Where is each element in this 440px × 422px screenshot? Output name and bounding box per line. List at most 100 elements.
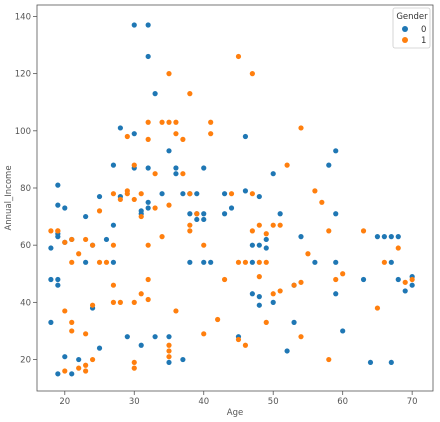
- legend-marker-1: [402, 37, 408, 43]
- data-point-gender-0: [138, 208, 144, 214]
- data-point-gender-1: [263, 259, 269, 265]
- x-tick-label: 70: [407, 397, 418, 407]
- data-point-gender-0: [263, 245, 269, 251]
- data-point-gender-1: [228, 191, 235, 197]
- data-point-gender-0: [76, 356, 82, 363]
- data-point-gender-0: [117, 125, 123, 131]
- data-point-gender-0: [270, 171, 276, 177]
- data-point-gender-0: [166, 148, 172, 154]
- data-point-gender-0: [145, 199, 151, 205]
- data-point-gender-1: [62, 239, 68, 245]
- data-point-gender-0: [55, 182, 61, 188]
- data-point-gender-0: [242, 188, 249, 194]
- y-axis-label: Annual_Income: [4, 165, 14, 230]
- data-point-gender-1: [62, 368, 68, 374]
- data-point-gender-0: [131, 22, 137, 28]
- x-tick-label: 20: [59, 397, 70, 407]
- data-point-gender-1: [69, 236, 75, 243]
- data-point-gender-0: [201, 259, 207, 265]
- data-point-gender-0: [263, 236, 269, 243]
- data-point-gender-1: [340, 271, 346, 277]
- data-point-gender-1: [62, 308, 68, 314]
- data-point-gender-0: [249, 259, 255, 265]
- data-point-gender-1: [76, 365, 82, 371]
- data-point-gender-1: [242, 259, 249, 265]
- data-point-gender-1: [235, 336, 242, 343]
- x-tick-label: 60: [337, 397, 348, 407]
- data-point-gender-1: [277, 288, 283, 294]
- data-point-gender-0: [145, 165, 151, 171]
- y-tick-label: 40: [20, 298, 31, 308]
- data-point-gender-1: [48, 228, 54, 234]
- data-point-gender-0: [249, 242, 255, 248]
- data-point-gender-0: [221, 211, 228, 217]
- data-point-gender-1: [131, 196, 137, 203]
- data-point-gender-1: [208, 131, 214, 137]
- y-tick-label: 80: [20, 184, 31, 194]
- data-point-gender-1: [69, 319, 75, 325]
- data-point-gender-1: [235, 259, 242, 265]
- data-point-gender-0: [55, 202, 61, 208]
- data-point-gender-0: [173, 171, 179, 177]
- data-point-gender-1: [409, 276, 415, 283]
- data-point-gender-0: [298, 234, 304, 240]
- legend-title: Gender: [396, 12, 428, 22]
- data-point-gender-0: [62, 205, 68, 211]
- data-point-gender-0: [256, 242, 262, 248]
- data-point-gender-1: [69, 328, 75, 334]
- data-point-gender-1: [319, 199, 325, 205]
- data-point-gender-1: [117, 196, 123, 203]
- data-point-gender-0: [249, 291, 255, 297]
- data-point-gender-0: [367, 359, 374, 366]
- data-point-gender-1: [256, 259, 262, 265]
- data-point-gender-1: [166, 342, 172, 348]
- data-point-gender-0: [395, 234, 401, 240]
- data-point-gender-1: [152, 171, 158, 177]
- x-tick-label: 30: [129, 397, 140, 407]
- data-point-gender-1: [166, 348, 172, 354]
- data-point-gender-0: [409, 282, 415, 288]
- data-point-gender-0: [103, 236, 110, 243]
- data-point-gender-0: [48, 319, 54, 325]
- data-point-gender-0: [110, 162, 117, 168]
- data-point-gender-0: [145, 22, 151, 28]
- data-point-gender-1: [124, 133, 130, 140]
- data-point-gender-0: [145, 205, 151, 211]
- data-point-gender-1: [277, 222, 283, 228]
- data-point-gender-0: [388, 234, 394, 240]
- data-point-gender-0: [187, 259, 193, 265]
- data-point-gender-0: [333, 291, 339, 297]
- data-point-gender-1: [249, 71, 255, 77]
- data-point-gender-0: [340, 328, 346, 334]
- data-point-gender-1: [124, 191, 130, 197]
- data-point-gender-0: [201, 165, 207, 171]
- data-point-gender-0: [388, 259, 394, 265]
- data-point-gender-0: [284, 348, 290, 354]
- data-point-gender-1: [166, 71, 172, 77]
- data-point-gender-0: [166, 359, 172, 366]
- data-point-gender-1: [145, 296, 151, 303]
- data-point-gender-1: [249, 191, 255, 197]
- y-tick-label: 20: [20, 356, 31, 366]
- x-tick-label: 50: [268, 397, 279, 407]
- data-point-gender-1: [96, 208, 103, 214]
- data-point-gender-0: [242, 133, 249, 140]
- data-point-gender-1: [138, 191, 144, 197]
- data-point-gender-0: [256, 302, 262, 308]
- data-point-gender-1: [208, 119, 214, 125]
- data-point-gender-1: [110, 282, 117, 288]
- x-tick-label: 40: [198, 397, 209, 407]
- data-point-gender-1: [291, 282, 297, 288]
- data-point-gender-1: [166, 202, 172, 208]
- data-point-gender-1: [117, 299, 123, 305]
- data-point-gender-0: [55, 282, 61, 288]
- y-tick-label: 140: [15, 12, 31, 22]
- data-point-gender-0: [333, 259, 339, 265]
- data-point-gender-0: [374, 234, 381, 240]
- y-tick-label: 60: [20, 241, 31, 251]
- x-axis-ticks: 20 30 40 50 60 70: [59, 391, 418, 407]
- data-point-gender-0: [194, 216, 200, 223]
- data-points: [48, 22, 415, 377]
- data-point-gender-0: [221, 191, 228, 197]
